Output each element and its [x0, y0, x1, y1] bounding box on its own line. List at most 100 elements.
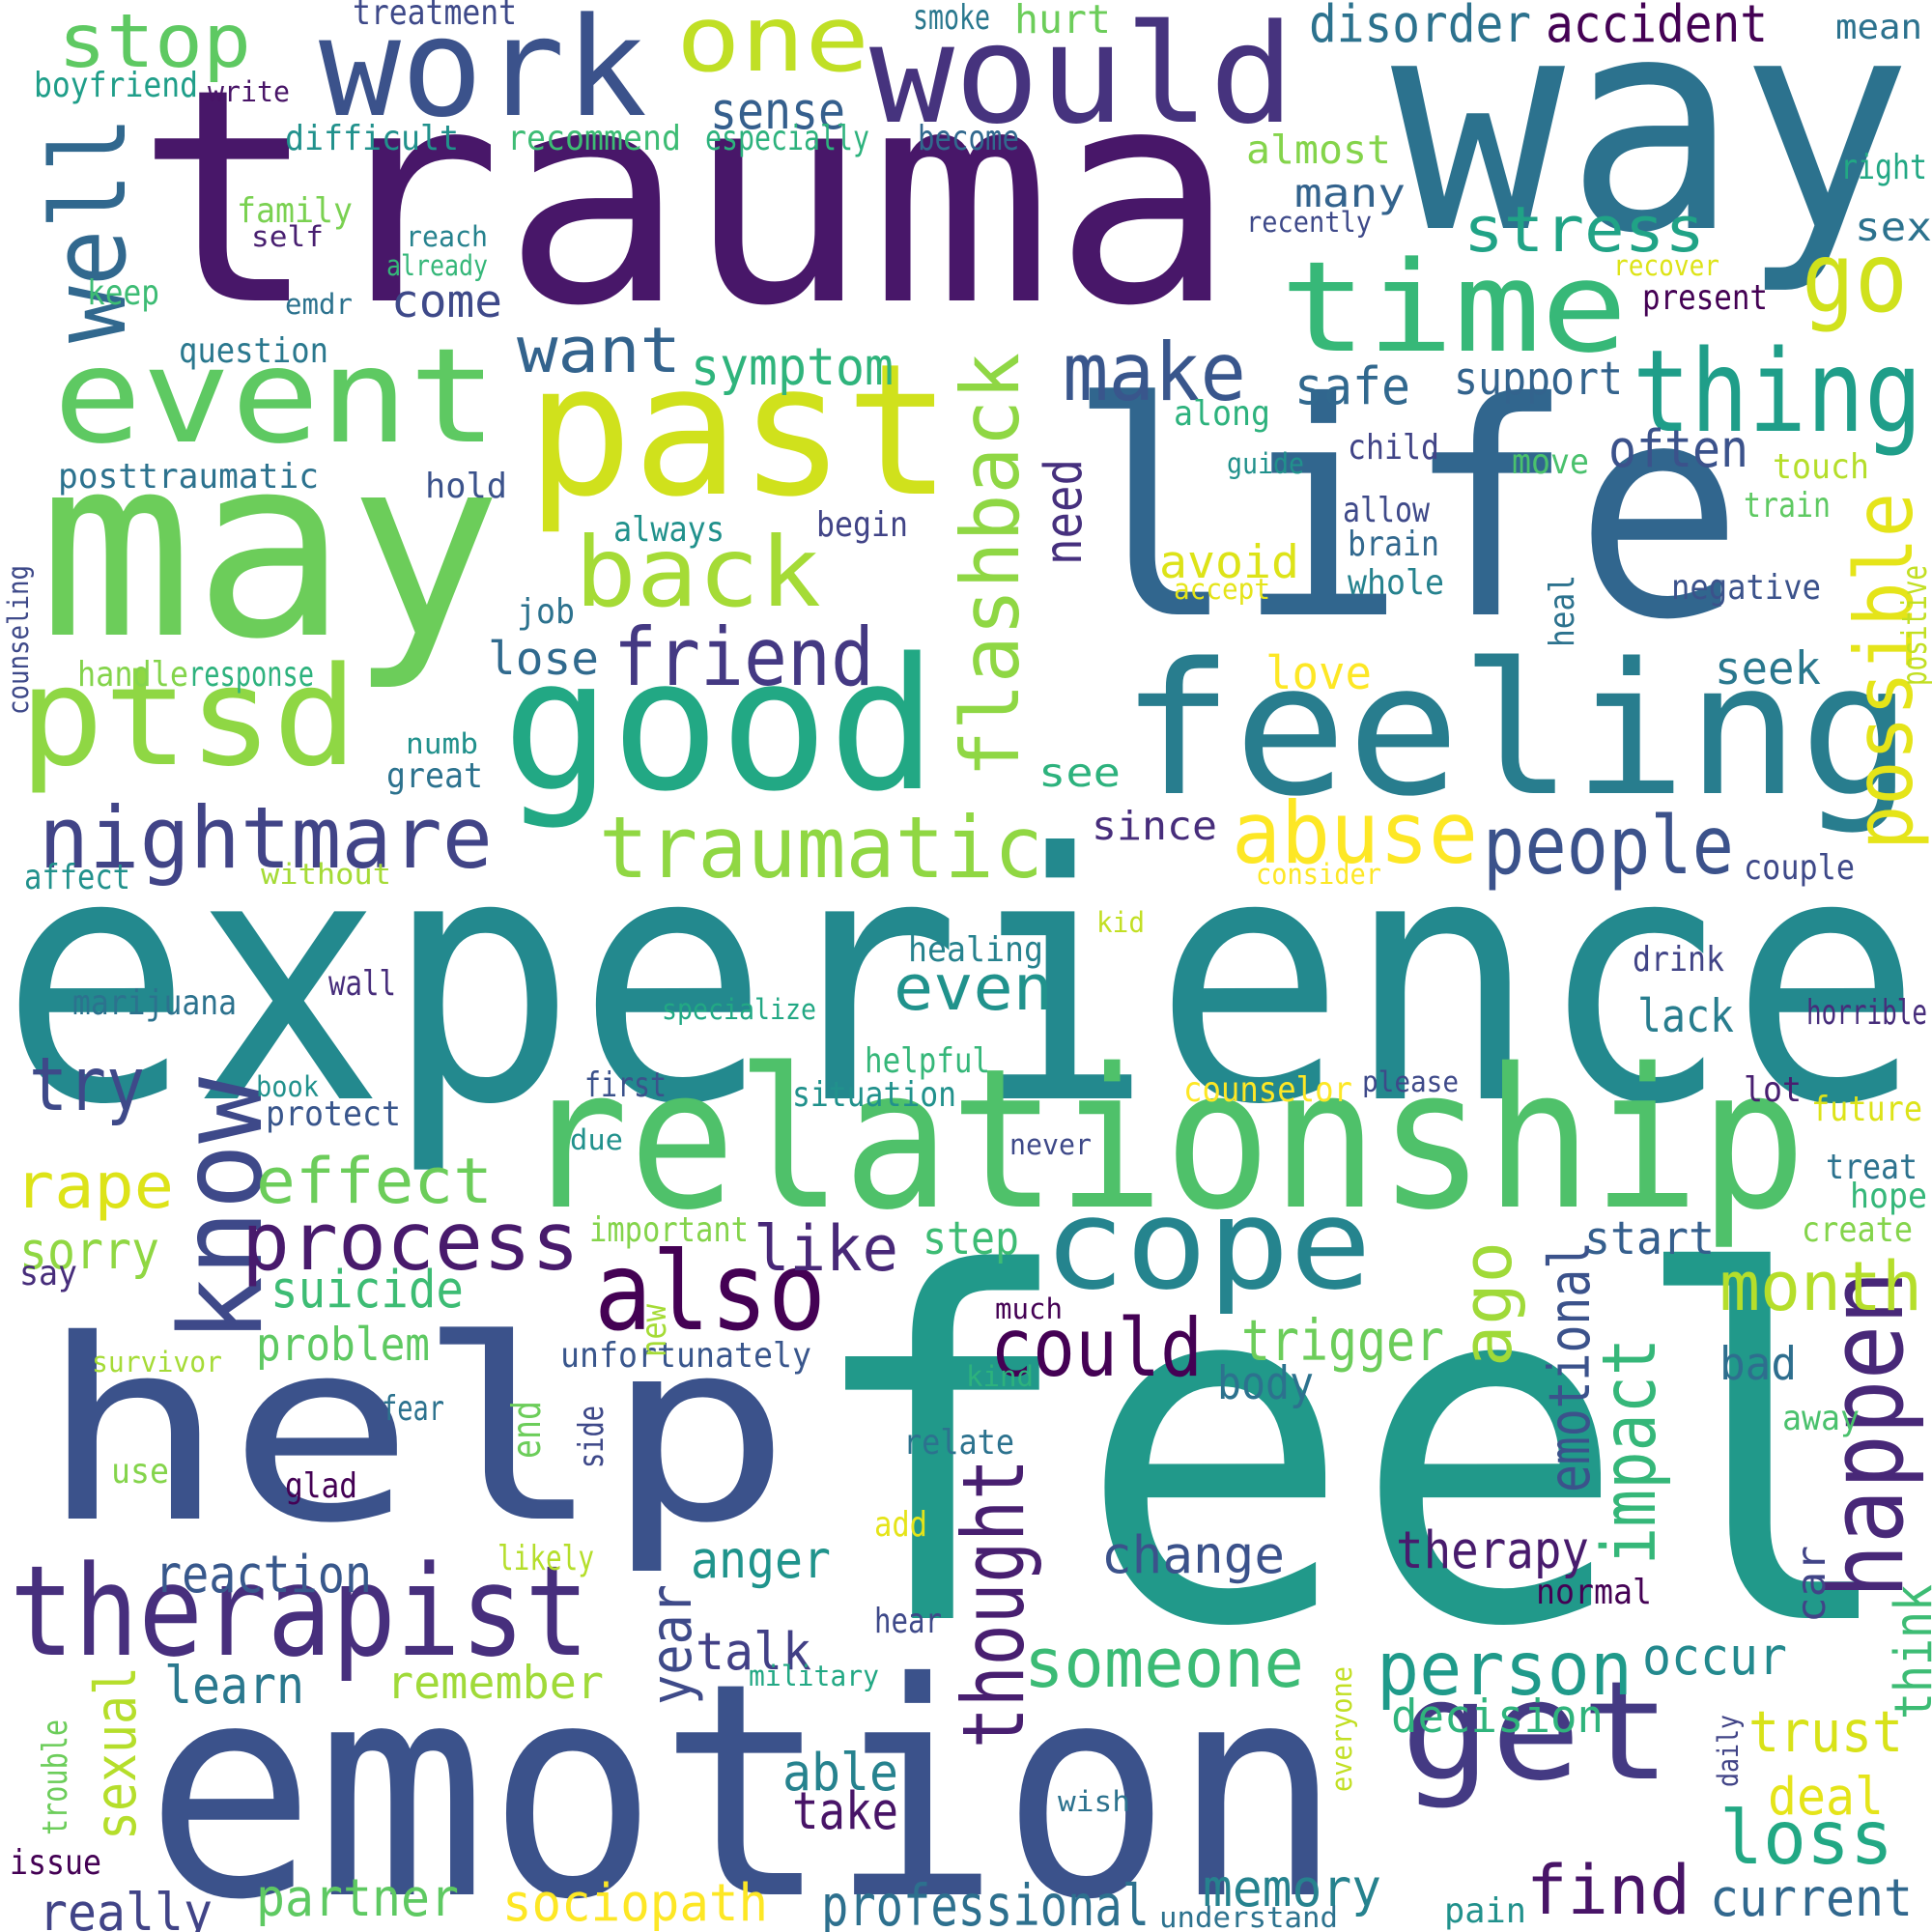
word-kind: kind: [966, 1360, 1034, 1394]
word-start: start: [1584, 1212, 1715, 1266]
word-change: change: [1101, 1524, 1285, 1585]
word-emdr: emdr: [285, 288, 353, 322]
word-memory: memory: [1203, 1858, 1381, 1918]
word-trigger: trigger: [1241, 1306, 1444, 1374]
word-side: side: [572, 1406, 611, 1468]
word-touch: touch: [1773, 446, 1869, 487]
word-traumatic: traumatic: [599, 798, 1043, 898]
word-couple: couple: [1744, 847, 1855, 888]
word-think: think: [1884, 1584, 1932, 1719]
word-use: use: [111, 1451, 169, 1492]
word-allow: allow: [1343, 490, 1430, 530]
word-find: find: [1526, 1849, 1690, 1930]
word-treat: treat: [1826, 1147, 1918, 1187]
word-try: try: [29, 1041, 145, 1128]
word-relate: relate: [903, 1422, 1014, 1463]
word-talk: talk: [696, 1621, 811, 1682]
word-daily: daily: [1712, 1715, 1745, 1787]
word-difficult: difficult: [285, 118, 459, 158]
word-friend: friend: [613, 611, 874, 705]
word-stress: stress: [1463, 194, 1705, 268]
word-boyfriend: boyfriend: [34, 65, 198, 105]
word-negative: negative: [1671, 567, 1821, 608]
word-positive: positive: [1895, 565, 1932, 686]
word-occur: occur: [1642, 1626, 1787, 1687]
word-pain: pain: [1444, 1890, 1526, 1931]
word-question: question: [179, 330, 328, 371]
word-without: without: [261, 858, 391, 892]
word-create: create: [1802, 1209, 1913, 1250]
word-recommend: recommend: [507, 118, 681, 158]
word-professional: professional: [821, 1871, 1150, 1932]
word-write: write: [208, 75, 290, 109]
word-accident: accident: [1546, 0, 1768, 54]
word-recover: recover: [1613, 249, 1719, 283]
word-counselor: counselor: [1183, 1069, 1352, 1110]
word-abuse: abuse: [1232, 783, 1478, 884]
word-person: person: [1377, 1626, 1633, 1713]
word-military: military: [749, 1660, 879, 1693]
word-like: like: [753, 1213, 898, 1287]
word-flashback: flashback: [945, 353, 1037, 778]
word-marijuana: marijuana: [72, 982, 237, 1023]
word-someone: someone: [1024, 1622, 1304, 1703]
word-thing: thing: [1633, 324, 1922, 458]
word-remember: remember: [386, 1657, 604, 1711]
word-sorry: sorry: [19, 1220, 159, 1281]
word-life: life: [1067, 340, 1744, 686]
word-symptom: symptom: [691, 336, 894, 397]
word-first: first: [584, 1065, 667, 1105]
word-suicide: suicide: [270, 1259, 464, 1320]
word-self: self: [251, 220, 324, 254]
word-may: may: [39, 402, 502, 695]
word-step: step: [923, 1212, 1019, 1266]
word-likely: likely: [497, 1538, 594, 1578]
word-heal: heal: [1543, 575, 1582, 647]
word-many: many: [1294, 170, 1406, 217]
word-important: important: [589, 1209, 749, 1250]
word-emotional: emotional: [1536, 1241, 1603, 1492]
word-sexual: sexual: [82, 1666, 149, 1840]
word-ptsd: ptsd: [19, 639, 357, 797]
word-able: able: [782, 1742, 898, 1803]
word-take: take: [792, 1780, 898, 1841]
word-decision: decision: [1391, 1690, 1604, 1745]
word-nightmare: nightmare: [39, 788, 493, 889]
word-great: great: [386, 755, 483, 796]
word-job: job: [517, 591, 575, 632]
word-wall: wall: [328, 963, 396, 1004]
word-treatment: treatment: [353, 0, 517, 33]
word-thought: thought: [944, 1459, 1043, 1748]
word-much: much: [995, 1293, 1063, 1326]
word-even: even: [894, 952, 1053, 1026]
word-posttraumatic: posttraumatic: [58, 456, 319, 497]
word-see: see: [1038, 750, 1121, 797]
word-experience: experience: [0, 781, 1922, 1179]
word-ago: ago: [1447, 1241, 1527, 1367]
word-train: train: [1744, 485, 1831, 526]
word-drink: drink: [1633, 939, 1724, 980]
word-lose: lose: [488, 633, 599, 687]
word-kid: kid: [1096, 906, 1145, 940]
word-guide: guide: [1227, 447, 1304, 481]
word-sense: sense: [710, 80, 845, 141]
word-wish: wish: [1058, 1785, 1130, 1819]
word-away: away: [1782, 1398, 1860, 1438]
word-emotion: emotion: [145, 1620, 1343, 1932]
word-people: people: [1483, 800, 1734, 894]
word-trust: trust: [1748, 1697, 1903, 1765]
word-say: say: [19, 1253, 77, 1293]
word-learn: learn: [164, 1655, 304, 1716]
word-impact: impact: [1587, 1338, 1673, 1565]
word-time: time: [1280, 235, 1628, 382]
word-rape: rape: [14, 1151, 174, 1224]
word-reaction: reaction: [155, 1544, 372, 1605]
word-feel: feel: [802, 1173, 1903, 1731]
word-horrible: horrible: [1806, 992, 1927, 1033]
word-handle: handle: [77, 654, 188, 695]
word-stop: stop: [58, 0, 251, 85]
word-effect: effect: [256, 1146, 493, 1219]
word-avoid: avoid: [1159, 536, 1299, 590]
word-feeling: feeling: [1121, 624, 1913, 838]
